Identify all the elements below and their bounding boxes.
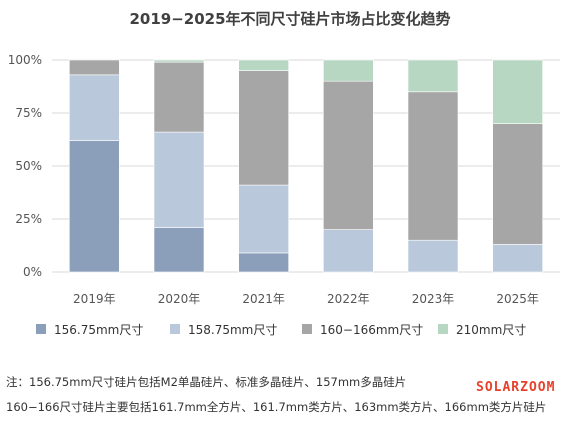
x-tick-label: 2022年 <box>327 292 370 306</box>
bar-segment <box>492 123 543 245</box>
bar-segment <box>69 74 120 141</box>
chart-title: 2019−2025年不同尺寸硅片市场占比变化趋势 <box>129 10 451 28</box>
bar-segment <box>238 70 289 186</box>
y-tick-label: 100% <box>8 53 42 67</box>
bar-segment <box>492 59 543 124</box>
bar-segment <box>69 59 120 76</box>
x-tick-label: 2025年 <box>496 292 539 306</box>
bar-segment <box>238 59 289 71</box>
solarzoom-watermark: SOLARZOOM <box>476 380 556 395</box>
bar-segment <box>323 229 374 273</box>
footnote-line-2: 160−166尺寸硅片主要包括161.7mm全方片、161.7mm类方片、163… <box>6 400 547 414</box>
x-tick-label: 2021年 <box>242 292 285 306</box>
legend-label: 160−166mm尺寸 <box>320 323 423 337</box>
legend-label: 210mm尺寸 <box>456 323 526 337</box>
bar-segment <box>323 80 374 230</box>
bar-segment <box>407 239 459 273</box>
bar-segment <box>407 59 459 93</box>
x-tick-label: 2020年 <box>158 292 201 306</box>
bar-segment <box>69 140 120 273</box>
legend-label: 158.75mm尺寸 <box>188 323 277 337</box>
x-tick-label: 2019年 <box>73 292 116 306</box>
legend-swatch <box>170 324 180 334</box>
legend-swatch <box>302 324 312 334</box>
y-tick-label: 25% <box>15 212 42 226</box>
bar-segment <box>238 184 289 254</box>
bar-segment <box>153 59 205 63</box>
bar-segment <box>323 59 374 82</box>
bar-segment <box>153 131 205 228</box>
y-tick-label: 50% <box>15 159 42 173</box>
bar-segment <box>153 61 205 133</box>
legend-swatch <box>438 324 448 334</box>
legend-swatch <box>36 324 46 334</box>
bar-segment <box>407 91 459 241</box>
x-tick-label: 2023年 <box>412 292 455 306</box>
y-tick-label: 75% <box>15 106 42 120</box>
bar-segment <box>492 244 543 273</box>
bar-segment <box>238 252 289 273</box>
footnote-line-1: 注：156.75mm尺寸硅片包括M2单晶硅片、标准多晶硅片、157mm多晶硅片 <box>6 375 407 389</box>
bar-segment <box>153 227 205 273</box>
y-tick-label: 0% <box>23 265 42 279</box>
legend-label: 156.75mm尺寸 <box>54 323 143 337</box>
